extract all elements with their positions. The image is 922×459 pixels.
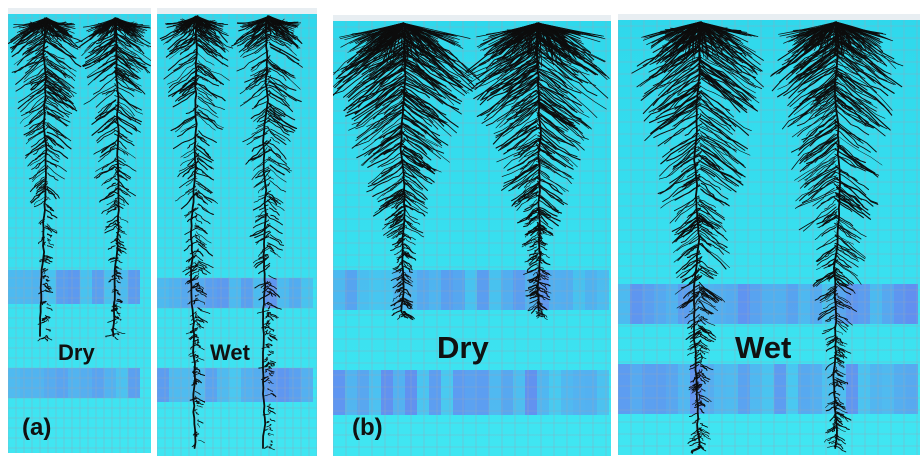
panel-label-a: (a)	[22, 414, 52, 441]
panel-b-wet	[618, 14, 920, 455]
root-sim-a-wet	[157, 8, 317, 456]
label-a-wet: Wet	[210, 340, 250, 365]
panel-b-dry	[333, 15, 611, 456]
label-b-dry: Dry	[437, 330, 489, 365]
panel-a-dry	[8, 8, 151, 453]
panel-a-wet	[157, 8, 317, 456]
root-sim-a-dry	[8, 8, 151, 453]
label-b-wet: Wet	[735, 330, 792, 365]
root-sim-b-dry	[333, 15, 611, 456]
label-a-dry: Dry	[58, 340, 95, 365]
root-sim-b-wet	[618, 14, 920, 455]
panel-label-b: (b)	[352, 414, 383, 441]
